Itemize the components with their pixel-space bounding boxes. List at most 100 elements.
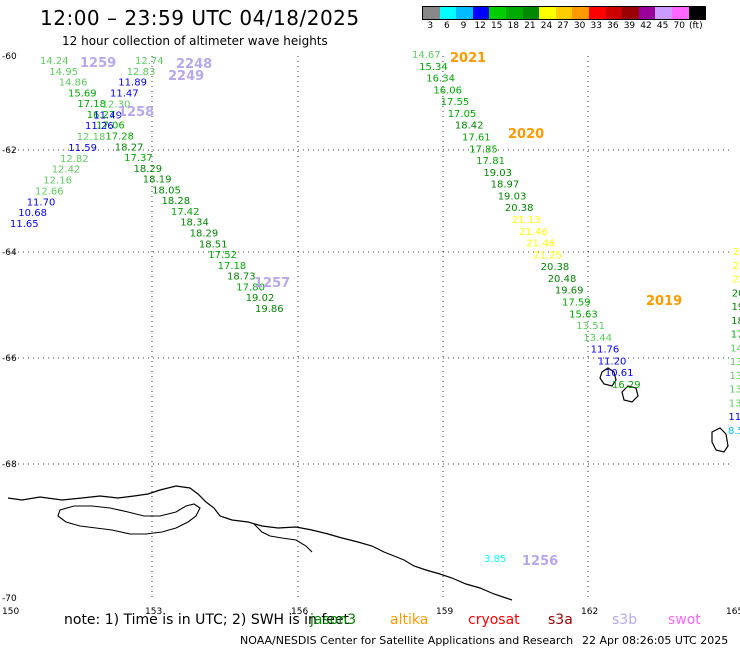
wave-height-label: 11.65 xyxy=(10,219,39,230)
wave-height-label: 18.97 xyxy=(491,180,520,191)
wave-height-label: 17.52 xyxy=(208,250,237,261)
wave-height-label: 12.83 xyxy=(127,67,156,78)
wave-height-label: 14.24 xyxy=(730,343,740,354)
wave-height-label: 14.24 xyxy=(40,56,69,67)
legend-label: 3 xyxy=(427,21,434,31)
wave-labels: 14.2414.9514.8615.6917.1816.2717.0617.28… xyxy=(10,50,740,565)
wave-height-label: 17.59 xyxy=(562,298,591,309)
wave-height-label: 20.38 xyxy=(505,203,534,214)
wave-height-label: 18.27 xyxy=(115,142,144,153)
wave-height-label: 23.4 xyxy=(733,261,740,272)
wave-height-label: 18.19 xyxy=(143,175,172,186)
wave-height-label: 18.28 xyxy=(162,196,191,207)
wave-height-label: 19.03 xyxy=(483,168,512,179)
legend-label: 6 xyxy=(444,21,450,31)
wave-height-label: 11.49 xyxy=(93,110,122,121)
legend-swatch xyxy=(439,7,457,19)
legend-label: 45 xyxy=(656,21,669,31)
legend-label: 42 xyxy=(640,21,652,31)
wave-height-label: 13.44 xyxy=(730,357,740,368)
wave-height-label: 11.89 xyxy=(118,78,147,89)
wave-height-label: 12.18 xyxy=(77,132,106,143)
wave-height-label: 14.67 xyxy=(412,50,441,61)
x-tick-label: 150 xyxy=(2,607,19,617)
wave-height-label: 12.16 xyxy=(43,176,72,187)
wave-height-label: 11.70 xyxy=(27,197,56,208)
wave-height-label: 18.42 xyxy=(455,121,484,132)
legend-label: 70 xyxy=(673,21,685,31)
wave-height-label: 19.02 xyxy=(246,293,275,304)
wave-height-label: 8.5 xyxy=(728,426,740,437)
wave-height-label: 16.06 xyxy=(433,85,462,96)
satellite-label-swot: swot xyxy=(668,612,701,628)
legend-swatch xyxy=(655,7,672,19)
satellite-label-s3a: s3a xyxy=(548,612,573,628)
legend-labels: 3 6 9 12 15 18 21 24 27 30 33 36 39 42 45 70 (ft) xyxy=(422,21,706,31)
track-label: 1258 xyxy=(118,105,154,120)
wave-height-label: 11.20 xyxy=(598,356,627,367)
wave-height-label: 18.29 xyxy=(134,164,163,175)
y-tick-label: -70 xyxy=(2,594,17,604)
wave-height-label: 3.85 xyxy=(484,554,506,565)
map-title: 12:00 – 23:59 UTC 04/18/2025 xyxy=(40,6,360,30)
axis-tick-labels: 150 153 156 159 162 165 -60 -62 -64 -66 -68 -70 xyxy=(2,52,740,617)
wave-height-label: 21.46 xyxy=(519,227,548,238)
legend-label: 39 xyxy=(623,21,636,31)
legend-label: 27 xyxy=(557,21,569,31)
wave-height-label: 18.34 xyxy=(180,218,209,229)
antarctic-coastline xyxy=(7,485,513,601)
legend-label: 9 xyxy=(460,21,467,31)
note-text: note: 1) Time is in UTC; 2) SWH is in fe… xyxy=(64,612,350,628)
legend-swatch xyxy=(423,7,440,19)
legend-swatch xyxy=(539,7,556,19)
legend-swatch xyxy=(505,7,523,19)
wave-height-label: 15.69 xyxy=(68,88,97,99)
legend-swatch xyxy=(622,7,639,19)
legend-label: 24 xyxy=(540,21,553,31)
legend-swatch xyxy=(555,7,573,19)
satellite-label-jason3: jason3 xyxy=(310,612,357,628)
track-label: 2020 xyxy=(508,127,544,142)
wave-height-label: 17.18 xyxy=(77,99,106,110)
legend-swatch xyxy=(638,7,656,19)
wave-height-label: 12.42 xyxy=(52,165,81,176)
wave-height-label: 11.47 xyxy=(110,89,139,100)
footer-timestamp: 22 Apr 08:26:05 UTC 2025 xyxy=(582,634,729,647)
wave-height-label: 18.77 xyxy=(731,316,740,327)
legend-swatch xyxy=(572,7,589,19)
wave-height-label: 11.76 xyxy=(591,345,620,356)
wave-height-label: 12.30 xyxy=(102,100,131,111)
map-subtitle: 12 hour collection of altimeter wave hei… xyxy=(62,34,328,48)
wave-height-label: 16.34 xyxy=(426,74,455,85)
wave-height-label: 18.51 xyxy=(199,239,228,250)
track-label: 1257 xyxy=(254,276,290,291)
island-3 xyxy=(711,427,729,453)
y-tick-label: -62 xyxy=(2,146,17,156)
island-2 xyxy=(621,385,639,403)
wave-height-label: 13.61 xyxy=(730,371,740,382)
wave-height-label: 15.34 xyxy=(419,62,448,73)
satellite-label-s3b: s3b xyxy=(612,612,638,628)
wave-height-label: 19.03 xyxy=(498,191,527,202)
wave-height-label: 14.95 xyxy=(49,67,78,78)
track-label: 1259 xyxy=(80,56,116,71)
color-legend: 3 6 9 12 15 18 21 24 27 30 33 36 39 42 45 70 (ft) xyxy=(422,6,707,31)
wave-height-label: 17.21 xyxy=(731,330,740,341)
legend-swatch xyxy=(456,7,473,19)
wave-height-label: 21.13 xyxy=(512,215,541,226)
legend-swatch xyxy=(472,7,490,19)
legend-label: 36 xyxy=(607,21,619,31)
wave-height-label: 17.05 xyxy=(448,109,477,120)
wave-height-label: 19.62 xyxy=(732,302,740,313)
track-label: 2249 xyxy=(168,69,204,84)
wave-height-label: 13.44 xyxy=(583,333,612,344)
wave-height-label: 20.38 xyxy=(541,262,570,273)
wave-height-label: 15.63 xyxy=(569,309,598,320)
wave-height-label: 19.86 xyxy=(255,304,284,315)
satellite-label-altika: altika xyxy=(390,612,429,628)
legend-swatches xyxy=(422,6,707,20)
wave-height-label: 17.42 xyxy=(171,207,200,218)
legend-label: 15 xyxy=(490,21,503,31)
y-tick-label: -66 xyxy=(2,354,17,364)
